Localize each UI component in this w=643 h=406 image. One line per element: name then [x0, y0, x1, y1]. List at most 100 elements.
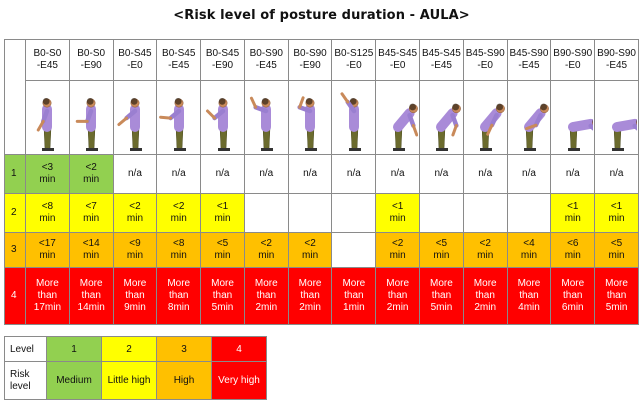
posture-figure-icon [480, 103, 506, 151]
duration-cell: n/a [375, 154, 421, 194]
posture-figure-cell [112, 80, 158, 155]
row-level-label: 4 [4, 267, 26, 325]
duration-cell: <2 min [156, 193, 202, 233]
posture-code-1: B0-S0 -E90 [68, 39, 114, 81]
posture-figure-icon [340, 91, 361, 151]
duration-cell [331, 193, 377, 233]
legend-level-4: 4 [211, 336, 267, 362]
posture-figure-icon [75, 97, 99, 151]
posture-code-11: B45-S90 -E45 [506, 39, 552, 81]
posture-code-10: B45-S90 -E0 [462, 39, 508, 81]
duration-cell: n/a [594, 154, 639, 194]
duration-cell: <1 min [594, 193, 639, 233]
duration-cell: More than 4min [506, 267, 552, 325]
posture-figure-cell [331, 80, 377, 155]
duration-cell: n/a [419, 154, 464, 194]
posture-figure-cell [287, 80, 333, 155]
posture-code-8: B45-S45 -E0 [375, 39, 421, 81]
legend-risk-header: Risk level [4, 361, 47, 400]
duration-cell: <6 min [550, 232, 596, 268]
legend-risk-1: Medium [46, 361, 102, 400]
posture-code-0: B0-S0 -E45 [25, 39, 70, 81]
posture-figure-cell [243, 80, 289, 155]
duration-cell: <2 min [112, 193, 158, 233]
duration-cell: <1 min [200, 193, 245, 233]
duration-cell: <17 min [25, 232, 70, 268]
duration-cell: More than 6min [550, 267, 596, 325]
duration-cell: More than 2min [375, 267, 421, 325]
duration-cell [243, 193, 289, 233]
row-level-label: 2 [4, 193, 26, 233]
duration-cell: <14 min [68, 232, 114, 268]
duration-cell: <1 min [550, 193, 596, 233]
duration-cell [419, 193, 464, 233]
risk-level-row-4: 4 More than 17min More than 14min More than… [4, 267, 639, 325]
duration-cell: More than 9min [112, 267, 158, 325]
duration-cell: <5 min [594, 232, 639, 268]
duration-cell: More than 17min [25, 267, 70, 325]
duration-cell [462, 193, 508, 233]
legend-risk-3: High [156, 361, 212, 400]
legend-risk-4: Very high [211, 361, 267, 400]
duration-cell: <5 min [200, 232, 245, 268]
posture-code-12: B90-S90 -E0 [550, 39, 596, 81]
duration-cell: More than 2min [287, 267, 333, 325]
posture-figure-icon [37, 97, 55, 151]
duration-cell: n/a [506, 154, 552, 194]
duration-cell: n/a [243, 154, 289, 194]
posture-figure-icon [436, 103, 462, 151]
duration-cell: <8 min [25, 193, 70, 233]
duration-cell: <1 min [375, 193, 421, 233]
posture-code-9: B45-S45 -E45 [419, 39, 464, 81]
posture-figure-icon [205, 97, 230, 151]
duration-cell: <2 min [243, 232, 289, 268]
posture-code-4: B0-S45 -E90 [200, 39, 245, 81]
posture-figure-cell [25, 80, 70, 155]
legend-level-1: 1 [46, 336, 102, 362]
posture-figure-icon [523, 103, 549, 151]
posture-code-7: B0-S125 -E0 [331, 39, 377, 81]
posture-duration-table: B0-S0 -E45 B0-S0 -E90 B0-S45 -E0 B0-S45 -E4… [4, 39, 639, 325]
legend-level-2: 2 [101, 336, 157, 362]
posture-code-5: B0-S90 -E45 [243, 39, 289, 81]
corner-cell [4, 39, 26, 155]
duration-cell: More than 8min [156, 267, 202, 325]
duration-cell: More than 14min [68, 267, 114, 325]
duration-cell: <2 min [287, 232, 333, 268]
duration-cell: <4 min [506, 232, 552, 268]
posture-code-3: B0-S45 -E45 [156, 39, 202, 81]
duration-cell: <8 min [156, 232, 202, 268]
posture-figure-cell [462, 80, 508, 155]
posture-figure-cell [375, 80, 421, 155]
posture-figure-icon [392, 103, 418, 151]
duration-cell: More than 2min [243, 267, 289, 325]
duration-cell: <2 min [68, 154, 114, 194]
duration-cell [506, 193, 552, 233]
posture-figure-cell [419, 80, 464, 155]
posture-figure-cell [506, 80, 552, 155]
posture-figure-icon [158, 97, 186, 151]
posture-code-6: B0-S90 -E90 [287, 39, 333, 81]
posture-figure-icon [297, 95, 318, 151]
row-level-label: 1 [4, 154, 26, 194]
risk-level-row-2: 2 <8 min <7 min <2 min <2 min <1 min <1 min <1 … [4, 193, 639, 233]
duration-cell: n/a [287, 154, 333, 194]
posture-figure-cell [550, 80, 596, 155]
legend-risk-2: Little high [101, 361, 157, 400]
posture-figure-icon [611, 118, 637, 151]
legend-level-header: Level [4, 336, 47, 362]
duration-cell: More than 5min [419, 267, 464, 325]
duration-cell: More than 5min [594, 267, 639, 325]
posture-code-13: B90-S90 -E45 [594, 39, 639, 81]
duration-cell: <3 min [25, 154, 70, 194]
duration-cell: <9 min [112, 232, 158, 268]
duration-cell: More than 5min [200, 267, 245, 325]
posture-figure-icon [250, 96, 274, 151]
posture-figure-row [5, 80, 639, 155]
duration-cell: n/a [200, 154, 245, 194]
risk-level-row-3: 3 <17 min <14 min <9 min <8 min <5 min <2 min <… [4, 232, 639, 268]
duration-cell: n/a [550, 154, 596, 194]
posture-figure-cell [156, 80, 202, 155]
page-title: <Risk level of posture duration - AULA> [173, 8, 470, 23]
